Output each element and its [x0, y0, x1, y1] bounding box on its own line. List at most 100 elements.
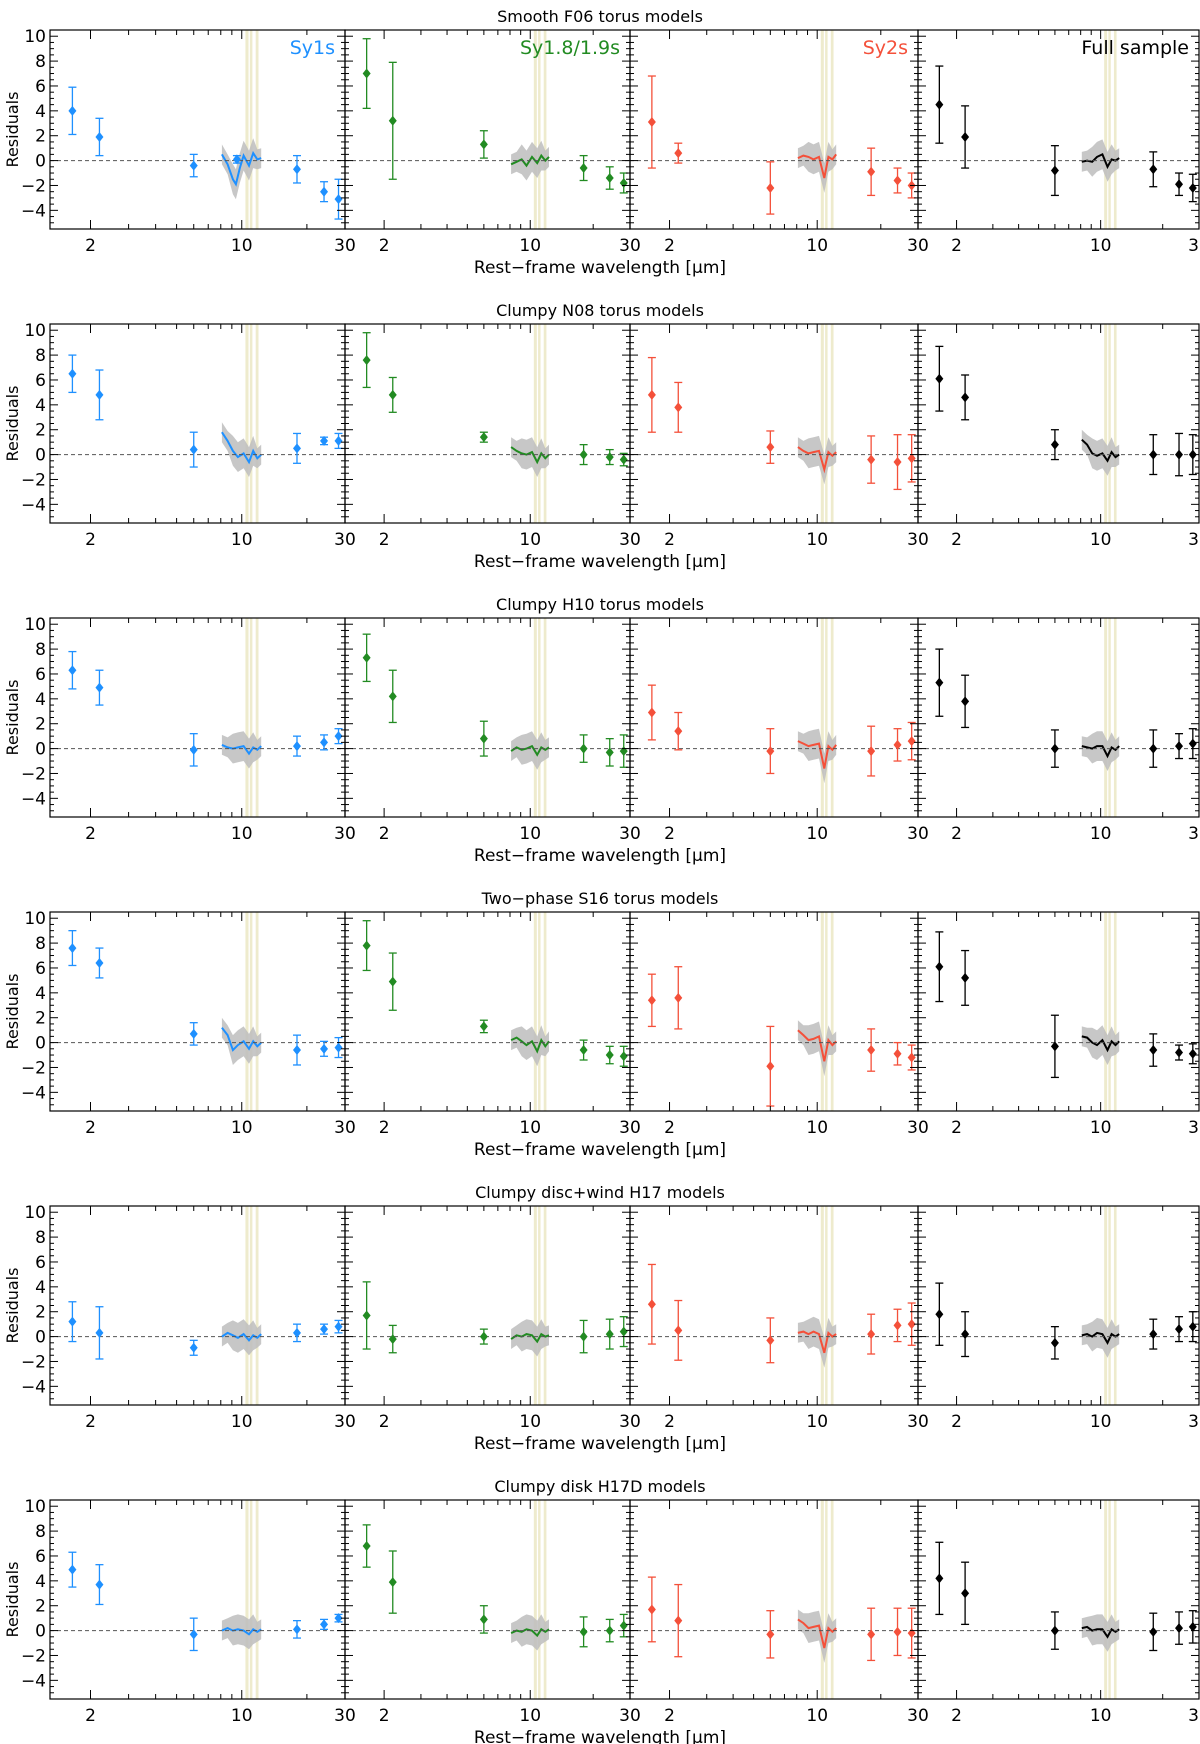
row-title: Smooth F06 torus models [497, 7, 703, 26]
spectrum-line [797, 153, 837, 179]
shaded-band [825, 324, 828, 523]
spectrum-line [1081, 1035, 1120, 1053]
shaded-band [245, 30, 249, 229]
data-point [1149, 164, 1158, 175]
y-tick-label: 10 [24, 321, 46, 341]
x-tick-label: 30 [334, 1412, 356, 1432]
spectrum-uncertainty-band [797, 141, 837, 193]
y-tick-label: 0 [35, 1328, 46, 1348]
x-tick-label: 10 [1090, 530, 1112, 550]
shaded-band [245, 618, 249, 817]
shaded-band [249, 618, 253, 817]
data-point [1188, 1048, 1197, 1059]
shaded-band [830, 324, 834, 523]
data-point [647, 707, 656, 718]
data-point [605, 747, 614, 758]
shaded-band [533, 1206, 537, 1405]
data-point [320, 435, 329, 446]
x-tick-label: 30 [619, 1706, 641, 1726]
data-point [292, 741, 301, 752]
spectrum-line [221, 431, 262, 465]
data-point [479, 1331, 488, 1342]
shaded-band [245, 1500, 249, 1699]
data-point [1050, 1337, 1059, 1348]
x-tick-label: 10 [519, 824, 541, 844]
data-point [766, 746, 775, 757]
x-axis-label: Rest−frame wavelength [μm] [474, 1140, 726, 1160]
shaded-band [820, 30, 824, 229]
chart-row: Clumpy N08 torus models Residuals Rest−fra… [3, 301, 1200, 572]
x-tick-label: 10 [231, 1118, 253, 1138]
panel: 2 10 30 [629, 911, 929, 1138]
data-point [674, 992, 683, 1003]
panel: 2 10 30 [344, 323, 641, 550]
panel: 2 10 30 [917, 1205, 1200, 1432]
panel-frame [917, 1499, 1200, 1700]
data-point [674, 148, 683, 159]
shaded-band [1108, 618, 1111, 817]
data-point [479, 432, 488, 443]
data-point [1175, 1324, 1184, 1335]
x-tick-label: 2 [85, 1118, 96, 1138]
y-axis-label: Residuals [3, 92, 22, 168]
shaded-band [820, 1206, 824, 1405]
panel-frame [49, 29, 346, 230]
spectrum-line [797, 1618, 837, 1649]
data-point [619, 1326, 628, 1337]
shaded-band [249, 1206, 253, 1405]
shaded-band [1113, 1500, 1117, 1699]
x-tick-label: 2 [379, 236, 390, 256]
y-tick-label: 10 [24, 27, 46, 47]
x-tick-label: 30 [907, 1412, 929, 1432]
y-tick-label: 0 [35, 740, 46, 760]
row-title: Clumpy disk H17D models [494, 1477, 705, 1496]
data-point [1050, 743, 1059, 754]
panel: 2 10 30 [344, 1205, 641, 1432]
y-axis-label: Residuals [3, 1268, 22, 1344]
x-tick-label: 30 [907, 530, 929, 550]
panel: 2 10 30 [629, 323, 929, 550]
shaded-band [1108, 324, 1111, 523]
data-point [479, 733, 488, 744]
row-title: Clumpy N08 torus models [496, 301, 704, 320]
data-point [674, 1325, 683, 1336]
panel: 2 10 30 [344, 911, 641, 1138]
x-tick-label: 2 [85, 530, 96, 550]
data-point [362, 652, 371, 663]
y-tick-label: 8 [35, 346, 46, 366]
shaded-band [1104, 618, 1108, 817]
x-tick-label: 2 [951, 824, 962, 844]
data-point [479, 139, 488, 150]
y-tick-label: 8 [35, 1228, 46, 1248]
panel-frame [344, 1205, 631, 1406]
shaded-band [830, 30, 834, 229]
x-tick-label: 10 [806, 236, 828, 256]
shaded-band [533, 1500, 537, 1699]
shaded-band [1104, 30, 1108, 229]
data-point [1149, 1329, 1158, 1340]
data-point [961, 392, 970, 403]
spectrum-line [1081, 438, 1120, 463]
data-point [579, 1626, 588, 1637]
data-point [867, 1329, 876, 1340]
spectrum-line [797, 1330, 837, 1354]
data-point [292, 1327, 301, 1338]
data-point [68, 665, 77, 676]
y-axis-label: Residuals [3, 386, 22, 462]
x-tick-label: 30 [619, 824, 641, 844]
spectrum-uncertainty-band [797, 728, 837, 784]
shaded-band [543, 1500, 547, 1699]
data-point [334, 1042, 343, 1053]
shaded-band [538, 912, 541, 1111]
x-tick-label: 10 [519, 1412, 541, 1432]
data-point [867, 454, 876, 465]
data-point [1149, 1626, 1158, 1637]
shaded-band [1113, 912, 1117, 1111]
y-tick-label: −2 [21, 764, 46, 784]
panel: 2 10 30 [917, 323, 1200, 550]
data-point [68, 1316, 77, 1327]
data-point [961, 1588, 970, 1599]
spectrum-uncertainty-band [797, 1020, 837, 1077]
data-point [362, 355, 371, 366]
data-point [935, 1573, 944, 1584]
